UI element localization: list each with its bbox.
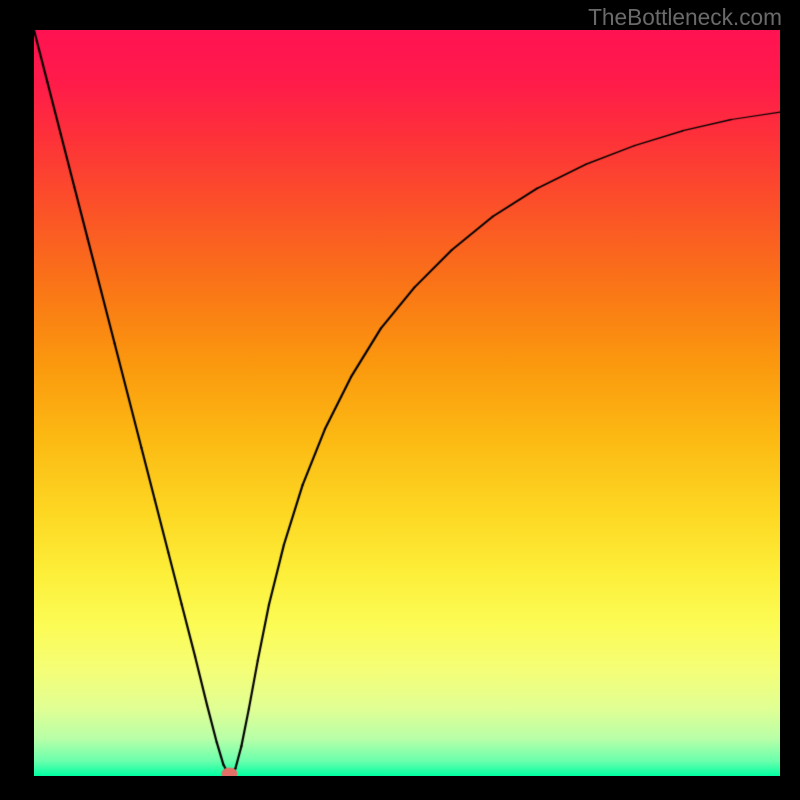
curve-canvas <box>34 30 780 776</box>
chart-container: TheBottleneck.com <box>0 0 800 800</box>
plot-area <box>34 30 780 776</box>
attribution-text: TheBottleneck.com <box>588 4 782 31</box>
